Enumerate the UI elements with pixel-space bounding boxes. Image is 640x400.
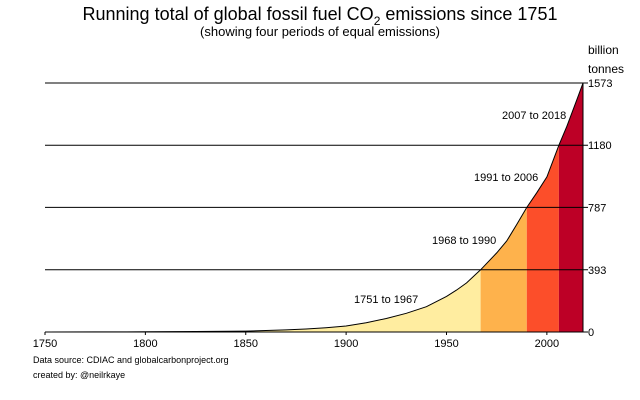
x-tick-label: 1900	[334, 338, 358, 350]
y-tick-label: 1573	[588, 78, 612, 90]
cumulative-curve	[46, 82, 584, 333]
period-label: 1968 to 1990	[432, 235, 496, 247]
period-area-1	[47, 269, 481, 332]
y-tick-label: 787	[588, 202, 606, 214]
x-tick-label: 1950	[434, 338, 458, 350]
y-tick-label: 393	[588, 265, 606, 277]
y-axis-label-line2: tonnes	[588, 62, 624, 76]
y-axis-label-line1: billion	[588, 43, 619, 57]
credit: created by: @neilrkaye	[33, 370, 125, 380]
x-tick-label: 1750	[33, 338, 57, 350]
y-tick-label: 1180	[588, 140, 612, 152]
chart-title: Running total of global fossil fuel CO2 …	[83, 4, 558, 28]
x-tick-label: 1850	[234, 338, 258, 350]
x-tick-label: 2000	[535, 338, 559, 350]
y-tick-label: 0	[588, 327, 594, 339]
data-source: Data source: CDIAC and globalcarbonproje…	[33, 355, 229, 365]
chart-subtitle: (showing four periods of equal emissions…	[200, 24, 440, 39]
period-area-3	[526, 145, 559, 332]
period-label: 1751 to 1967	[354, 294, 418, 306]
x-tick-label: 1800	[133, 338, 157, 350]
period-label: 2007 to 2018	[502, 110, 566, 122]
period-label: 1991 to 2006	[474, 172, 538, 184]
